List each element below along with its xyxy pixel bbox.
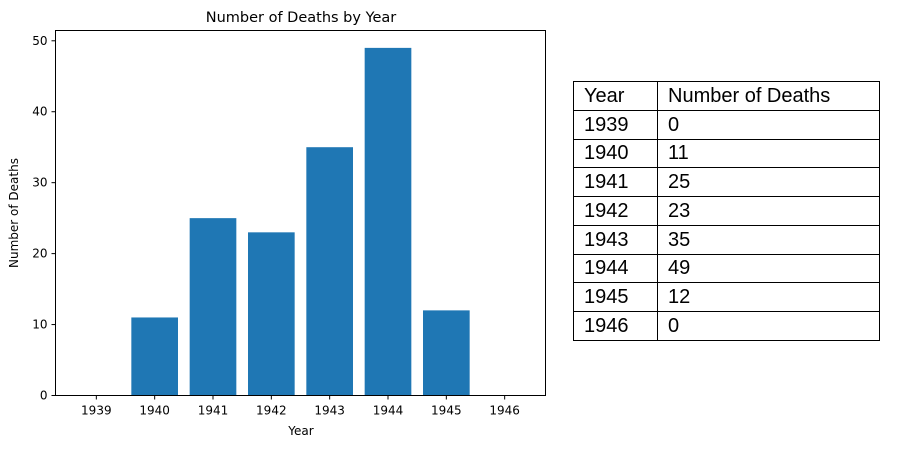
x-tick-label: 1941: [198, 404, 229, 418]
plot-frame: [55, 30, 546, 396]
table-row: 1939 0: [573, 109, 880, 140]
deaths-cell: 11: [657, 138, 880, 169]
x-tick-label: 1939: [81, 404, 112, 418]
table-row: 1942 23: [573, 196, 880, 226]
deaths-cell: 49: [657, 253, 880, 284]
y-tick-label: 20: [32, 247, 47, 261]
x-axis-ticks: 1939 1940 1941 1942 1943 1944 1945 1946: [81, 395, 520, 418]
table-row: 1940 11: [573, 138, 880, 169]
y-tick-label: 0: [40, 389, 48, 403]
deaths-cell: 0: [657, 109, 880, 140]
x-tick-label: 1942: [256, 404, 287, 418]
table-row: 1941 25: [573, 167, 880, 197]
bar-1941: [189, 218, 237, 396]
year-cell: 1940: [573, 138, 658, 169]
year-cell: 1939: [573, 109, 658, 140]
header-number-of-deaths: Number of Deaths: [657, 81, 880, 111]
year-cell: 1941: [573, 167, 658, 197]
bar-1942: [248, 232, 295, 396]
deaths-cell: 35: [657, 224, 880, 255]
table-header-row: Year Number of Deaths: [573, 81, 880, 111]
bar-1943: [306, 147, 353, 396]
year-cell: 1945: [573, 282, 658, 312]
deaths-cell: 0: [657, 311, 880, 341]
bars: [131, 47, 470, 396]
deaths-cell: 12: [657, 282, 880, 312]
y-axis-label: Number of Deaths: [7, 158, 21, 268]
bar-1945: [423, 310, 470, 396]
x-tick-label: 1946: [489, 404, 520, 418]
year-cell: 1943: [573, 224, 658, 255]
table-row: 1943 35: [573, 224, 880, 255]
deaths-cell: 25: [657, 167, 880, 197]
x-tick-label: 1943: [314, 404, 345, 418]
bar-chart: Number of Deaths by Year 0 10 20 30 40 50 193…: [7, 10, 546, 438]
x-tick-label: 1944: [373, 404, 404, 418]
table-row: 1944 49: [573, 253, 880, 284]
y-tick-label: 10: [32, 318, 47, 332]
x-tick-label: 1945: [431, 404, 462, 418]
year-cell: 1944: [573, 253, 658, 284]
bar-1940: [131, 317, 178, 396]
x-axis-label: Year: [287, 424, 313, 438]
y-tick-label: 30: [32, 176, 47, 190]
bar-1944: [364, 47, 412, 396]
y-tick-label: 50: [32, 34, 47, 48]
data-table: Year Number of Deaths 1939 0 1940 11 1941 2…: [573, 81, 880, 341]
y-tick-label: 40: [32, 105, 47, 119]
header-year: Year: [573, 81, 658, 111]
table-row: 1946 0: [573, 311, 880, 341]
y-axis-ticks: 0 10 20 30 40 50: [32, 34, 56, 403]
deaths-cell: 23: [657, 196, 880, 226]
table-row: 1945 12: [573, 282, 880, 312]
year-cell: 1946: [573, 311, 658, 341]
chart-title: Number of Deaths by Year: [206, 10, 397, 26]
x-tick-label: 1940: [139, 404, 170, 418]
year-cell: 1942: [573, 196, 658, 226]
